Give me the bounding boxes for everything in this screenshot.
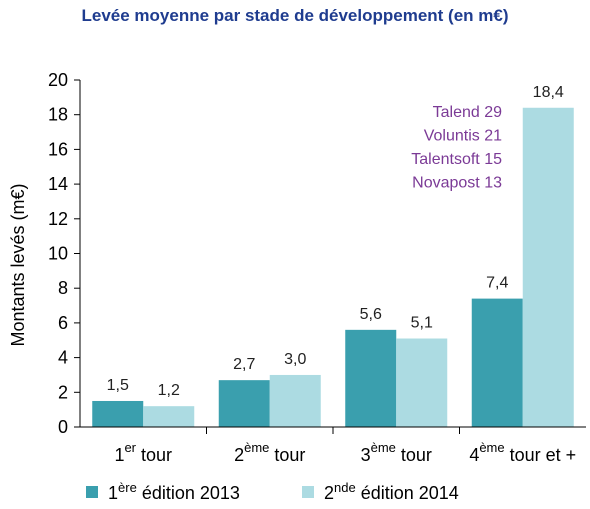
annotation-list: Talend 29 Voluntis 21 Talentsoft 15 Novapos… [411,104,502,192]
bar [471,298,523,427]
y-tick-label: 8 [58,278,68,298]
legend-label: 1ère édition 2013 [108,480,240,503]
data-label: 1,5 [107,377,129,394]
chart-title: Levée moyenne par stade de développement… [81,6,509,25]
x-axis: 1er tour 2ème tour 3ème tour 4ème tour et + [80,426,586,465]
bar [269,374,321,427]
bar [396,338,448,427]
category-label: 3ème tour [361,440,432,465]
data-label: 18,4 [533,84,564,101]
data-label: 2,7 [233,356,255,373]
legend-label: 2nde édition 2014 [324,480,459,503]
legend-swatch [86,486,98,498]
annotation-item: Talend 29 [433,104,502,121]
bar [143,406,195,427]
legend-item: 2nde édition 2014 [302,480,459,504]
y-tick-label: 20 [48,70,68,90]
y-tick-label: 14 [48,174,68,194]
data-labels: 1,5 1,2 2,7 3,0 5,6 5,1 7,4 18,4 [107,84,564,399]
y-axis: 0 2 4 6 8 10 12 14 16 18 20 [48,70,81,437]
data-label: 3,0 [284,351,306,368]
annotation-item: Novapost 13 [412,175,502,192]
y-tick-label: 16 [48,139,68,159]
bars [92,107,574,427]
category-label: 2ème tour [234,440,305,465]
annotation-item: Voluntis 21 [424,128,502,145]
y-tick-label: 12 [48,209,68,229]
y-tick-label: 18 [48,105,68,125]
legend-swatch [302,486,314,498]
legend-item: 1ère édition 2013 [86,480,240,504]
bar [218,380,270,427]
y-tick-label: 4 [58,348,68,368]
data-label: 5,1 [411,315,433,332]
y-axis-label: Montants levés (m€) [8,183,28,346]
data-label: 7,4 [486,275,508,292]
data-label: 1,2 [158,382,180,399]
category-label: 4ème tour et + [469,440,576,465]
y-tick-label: 2 [58,382,68,402]
data-label: 5,6 [360,306,382,323]
y-tick-label: 6 [58,313,68,333]
legend: 1ère édition 2013 2nde édition 2014 [86,480,586,506]
category-label: 1er tour [114,440,172,465]
y-tick-label: 10 [48,244,68,264]
bar [345,329,397,427]
bar [92,400,144,427]
bar [522,107,574,427]
y-tick-label: 0 [58,417,68,437]
annotation-item: Talentsoft 15 [411,151,502,168]
